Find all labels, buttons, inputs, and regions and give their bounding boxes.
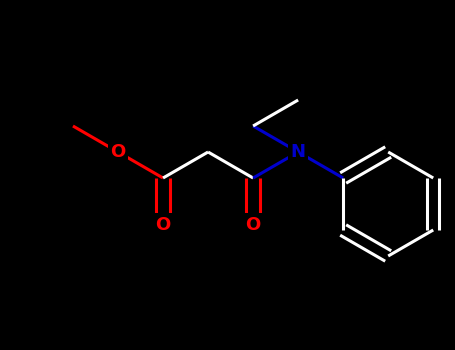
Text: O: O [156, 216, 171, 234]
Text: N: N [291, 143, 306, 161]
Text: O: O [111, 143, 126, 161]
Text: O: O [246, 216, 261, 234]
